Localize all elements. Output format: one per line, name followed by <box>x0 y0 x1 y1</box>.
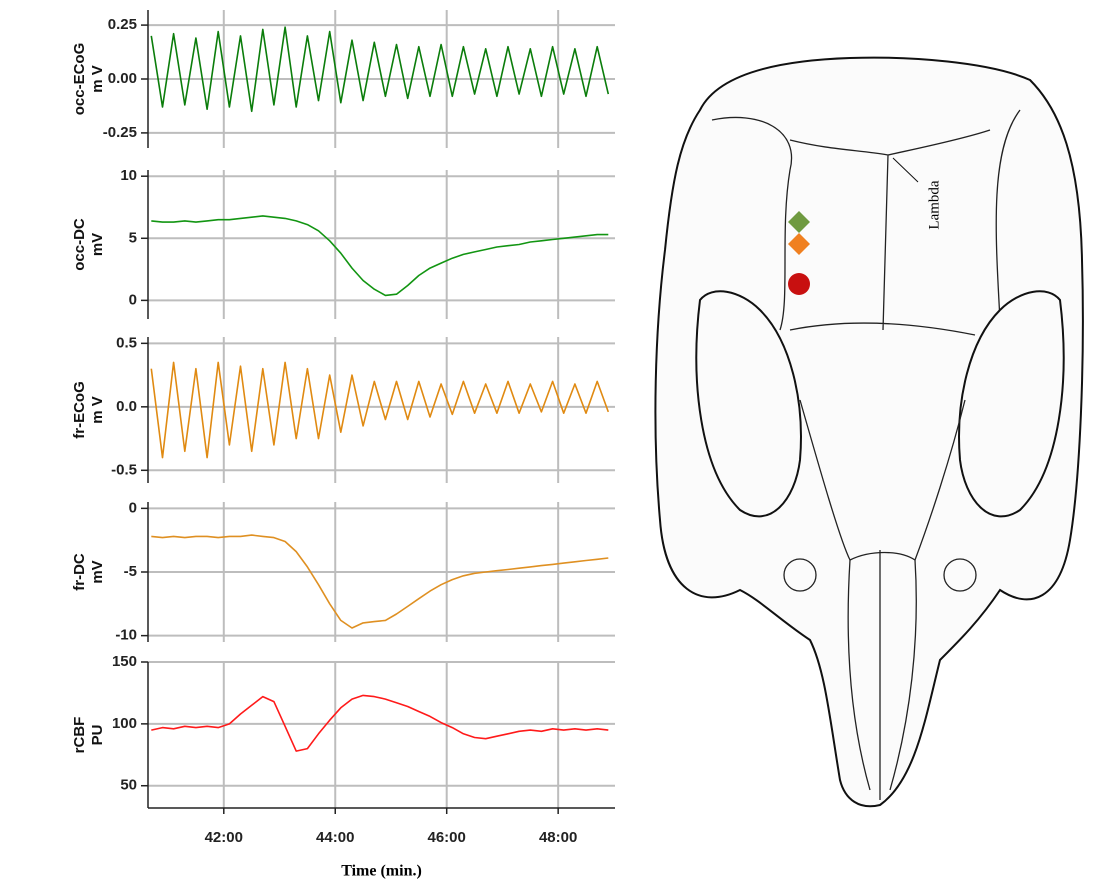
y-tick-label: 0.25 <box>108 16 137 33</box>
y-tick-label: -5 <box>124 563 137 580</box>
y-tick-label: 10 <box>120 167 137 184</box>
trace <box>151 535 608 628</box>
x-tick-label: 42:00 <box>205 829 243 846</box>
y-axis-label: m V <box>89 65 106 93</box>
trace <box>151 27 608 111</box>
skull-annotation: Lambda <box>926 180 942 229</box>
y-tick-label: 0 <box>129 291 137 308</box>
x-tick-label: 46:00 <box>428 829 466 846</box>
y-tick-label: 0.5 <box>116 334 137 351</box>
y-axis-label: fr-ECoG <box>71 381 88 439</box>
y-tick-label: 0.00 <box>108 70 137 87</box>
y-axis-label: rCBF <box>71 717 88 754</box>
y-axis-label: mV <box>89 233 106 256</box>
probe-marker <box>788 273 810 295</box>
y-axis-label: occ-ECoG <box>71 43 88 116</box>
y-tick-label: 5 <box>129 229 137 246</box>
y-tick-label: 50 <box>120 777 137 794</box>
y-axis-label: fr-DC <box>71 553 88 591</box>
y-axis-label: PU <box>89 725 106 746</box>
y-tick-label: 150 <box>112 653 137 670</box>
y-axis-label: mV <box>89 560 106 583</box>
x-axis-label: Time (min.) <box>341 863 422 880</box>
y-tick-label: -10 <box>115 627 137 644</box>
y-tick-label: -0.5 <box>111 461 137 478</box>
figure: Lambda -0.250.000.25occ-ECoGm V0510occ-D… <box>0 0 1106 890</box>
x-tick-label: 44:00 <box>316 829 354 846</box>
y-tick-label: 100 <box>112 715 137 732</box>
y-tick-label: 0.0 <box>116 398 137 415</box>
trace <box>151 216 608 296</box>
y-tick-label: 0 <box>129 499 137 516</box>
trace <box>151 362 608 457</box>
y-tick-label: -0.25 <box>103 124 137 141</box>
y-axis-label: occ-DC <box>71 218 88 271</box>
skull-drawing: Lambda <box>655 58 1082 807</box>
x-tick-label: 48:00 <box>539 829 577 846</box>
y-axis-label: m V <box>89 396 106 424</box>
